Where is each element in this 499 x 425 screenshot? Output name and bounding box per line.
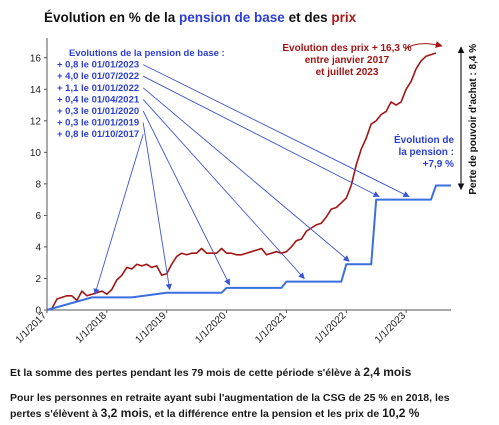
y-tick-labels: 0 2 4 6 8 10 12 14 16 <box>30 53 47 317</box>
y-tick-label: 14 <box>30 85 42 96</box>
pension-event-label: + 0,3 le 01/01/2019 <box>57 118 139 129</box>
pension-price-chart: 1/1/2017 1/1/2018 1/1/2019 1/1/2020 1/1/2021… <box>14 38 479 346</box>
pension-event-arrow <box>142 99 305 280</box>
chart-series <box>46 52 451 311</box>
chart-title: Évolution en % de la pension de base et … <box>44 10 356 25</box>
footer-line3-value2: 10,2 % <box>382 406 420 420</box>
pension-event-arrow <box>142 87 350 262</box>
y-tick-label: 6 <box>35 211 41 222</box>
footer-line1-value: 2,4 mois <box>363 365 412 379</box>
pension-label-line: la pension : <box>398 147 454 158</box>
pension-box-title: Evolutions de la pension de base : <box>69 48 225 59</box>
footer-line3-text2: , et la différence entre la pension et l… <box>148 408 383 420</box>
title-part3: et des <box>284 10 332 25</box>
x-tick-label: 1/1/2017 <box>14 310 50 346</box>
pension-event-arrow <box>142 110 230 286</box>
footer-line-1: Et la somme des pertes pendant les 79 mo… <box>10 365 411 379</box>
footer-line2-text: Pour les personnes en retraite ayant sub… <box>10 392 450 404</box>
x-tick-label: 1/1/2022 <box>313 310 349 346</box>
pension-event-label: + 0,8 le 01/10/2017 <box>57 129 139 140</box>
chart-axes <box>46 38 451 311</box>
pension-event-arrow <box>142 75 380 198</box>
footer-line-2: Pour les personnes en retraite ayant sub… <box>10 391 490 422</box>
title-prix: prix <box>331 10 357 25</box>
x-tick-label: 1/1/2018 <box>74 310 110 346</box>
pension-label-line: Évolution de <box>394 133 454 146</box>
x-tick-label: 1/1/2021 <box>253 310 289 346</box>
pension-event-label: + 0,3 le 01/01/2020 <box>57 106 139 117</box>
y-tick-label: 8 <box>35 179 41 190</box>
pension-event-label: + 1,1 le 01/01/2022 <box>57 83 139 94</box>
series-line-prix <box>46 52 437 311</box>
footer-line3-value1: 3,2 mois <box>100 406 149 420</box>
pension-event-label: + 0,8 le 01/01/2023 <box>57 60 139 71</box>
footer-line1-text: Et la somme des pertes pendant les 79 mo… <box>10 367 364 379</box>
title-part1: Évolution en % de la <box>44 10 180 25</box>
y-tick-label: 16 <box>30 53 42 64</box>
prix-label-line: Evolution des prix + 16,3 % <box>282 43 411 54</box>
pension-event-arrow <box>142 122 172 291</box>
x-tick-labels: 1/1/2017 1/1/2018 1/1/2019 1/1/2020 1/1/2021… <box>14 310 409 346</box>
title-pension: pension de base <box>179 10 285 25</box>
x-tick-label: 1/1/2019 <box>134 310 170 346</box>
prix-label-arrow <box>404 41 443 50</box>
pension-event-arrow <box>93 134 144 295</box>
pension-event-label: + 4,0 le 01/07/2022 <box>57 71 139 82</box>
series-line-pension <box>46 184 451 311</box>
x-tick-label: 1/1/2023 <box>373 310 409 346</box>
pension-event-label: + 0,4 le 01/04/2021 <box>57 94 140 105</box>
prix-label-line: entre janvier 2017 <box>305 55 390 66</box>
pension-label-line: +7,9 % <box>423 159 455 170</box>
loss-label: Perte de pouvoir d'achat : 8,4 % <box>468 44 479 195</box>
annotation-arrows <box>93 41 465 295</box>
y-tick-label: 12 <box>30 116 42 127</box>
pension-event-arrow <box>142 64 410 198</box>
annotation-labels: Evolutions de la pension de base :+ 0,8 … <box>57 43 479 195</box>
prix-label-line: et juillet 2023 <box>316 67 379 78</box>
y-tick-label: 0 <box>35 306 41 317</box>
footer-line3-text: pertes s'élèvent à <box>10 408 101 420</box>
y-tick-label: 2 <box>35 274 41 285</box>
x-tick-label: 1/1/2020 <box>193 310 229 346</box>
y-tick-label: 4 <box>35 242 41 253</box>
y-tick-label: 10 <box>30 148 42 159</box>
